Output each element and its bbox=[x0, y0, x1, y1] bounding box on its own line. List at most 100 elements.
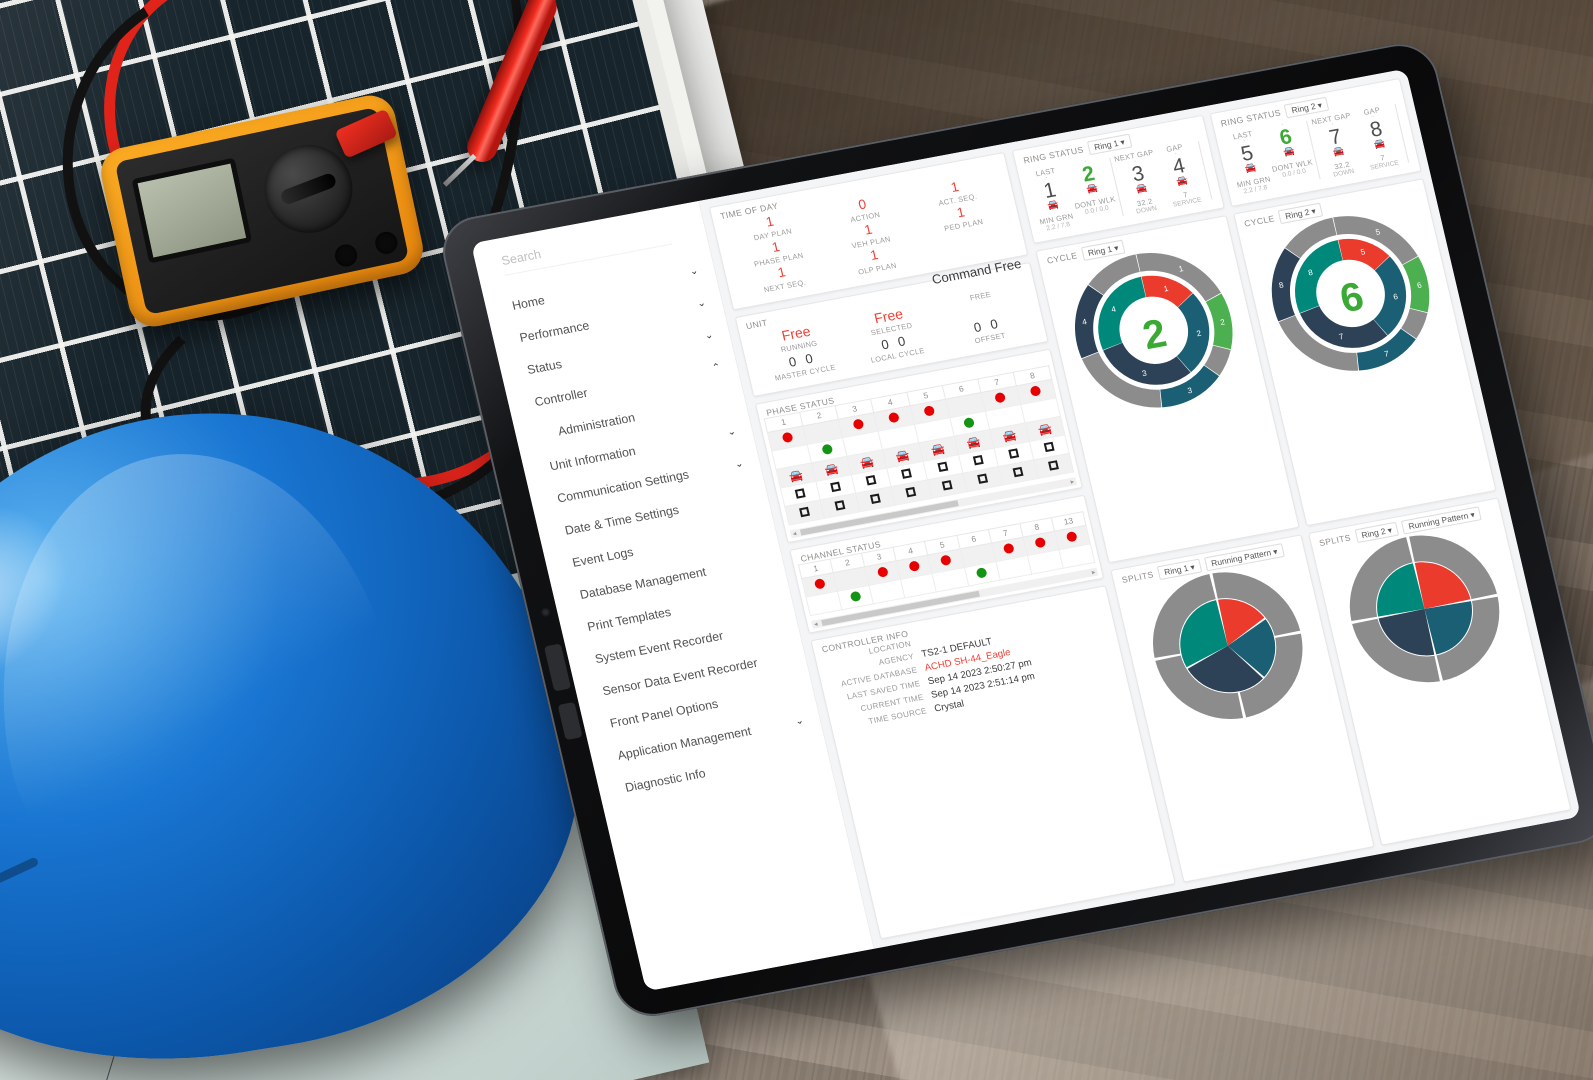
ring-segment-label: 7 bbox=[1338, 332, 1345, 342]
ring-segment bbox=[1285, 217, 1337, 259]
ring-segment bbox=[1415, 562, 1471, 609]
ring-segment-label: 1 bbox=[1178, 264, 1185, 274]
sidebar-item-label: Performance bbox=[518, 317, 591, 345]
sidebar-item-label: Administration bbox=[556, 409, 637, 438]
splits-card-2: SPLITS Ring 2 ▾ Running Pattern ▾ bbox=[1307, 497, 1572, 846]
splits-row: SPLITS Ring 1 ▾ Running Pattern ▾ SPLITS bbox=[1110, 497, 1572, 883]
unit-stat-value: FREE bbox=[968, 289, 992, 302]
ring-segment-label: 3 bbox=[1186, 386, 1193, 396]
ring-chart: 5 6 7 8 5 6 7 8 bbox=[1272, 216, 1430, 371]
scroll-left-icon[interactable]: ◂ bbox=[791, 529, 798, 538]
ring-segment bbox=[1160, 365, 1219, 408]
cycle-chart-2: 5 6 7 8 5 6 7 8 6 bbox=[1238, 197, 1465, 399]
splits-chart-2 bbox=[1313, 516, 1539, 710]
sidebar-item-label: Event Logs bbox=[570, 544, 635, 570]
splits-pie-2 bbox=[1334, 522, 1517, 701]
tablet-screen: Search Home ⌄ Performance ⌄ Status ⌄ Controlle… bbox=[470, 68, 1582, 992]
ring-segment bbox=[1338, 239, 1390, 271]
controller-info-card: CONTROLLER INFO LOCATION AGENCY TS2-1 DEFA… bbox=[810, 584, 1176, 940]
chevron-down-icon: ▾ bbox=[1119, 136, 1126, 148]
ring-segment-label: 8 bbox=[1278, 280, 1285, 290]
chevron-down-icon: ▾ bbox=[1113, 242, 1120, 254]
dashboard-content: TIME OF DAY 1 DAY PLAN 0 ACTION 1 ACT. SEQ. 1 P… bbox=[699, 68, 1582, 949]
scroll-left-icon[interactable]: ◂ bbox=[813, 620, 819, 628]
ring-segment bbox=[1098, 277, 1146, 351]
scroll-right-icon[interactable]: ▸ bbox=[1091, 568, 1097, 576]
ring-segment-label: 4 bbox=[1110, 305, 1117, 315]
ring-segment bbox=[1401, 308, 1428, 339]
ring-segment bbox=[1278, 315, 1359, 371]
ring-segment-label: 1 bbox=[1163, 284, 1170, 294]
multimeter-port-com bbox=[333, 242, 360, 269]
ring-chart bbox=[1350, 535, 1500, 683]
chevron-up-icon[interactable]: ⌃ bbox=[711, 361, 722, 374]
ring-segment bbox=[1436, 596, 1500, 681]
ring-segment-label: 7 bbox=[1384, 349, 1391, 359]
ring-segment bbox=[1378, 608, 1435, 656]
controller-info-value: Crystal bbox=[933, 697, 966, 715]
multimeter-lcd-display bbox=[131, 157, 253, 264]
ring-chart: 1 2 3 4 1 2 3 4 bbox=[1074, 253, 1233, 408]
front-camera-icon bbox=[540, 607, 552, 618]
ring-segment-label: 2 bbox=[1195, 329, 1202, 339]
ring-segment bbox=[1300, 306, 1388, 349]
sidebar-item-label: Diagnostic Info bbox=[623, 765, 707, 795]
chevron-down-icon[interactable]: ⌄ bbox=[696, 297, 707, 310]
ring-segment-label: 2 bbox=[1219, 318, 1226, 328]
sidebar-item-label: Home bbox=[510, 292, 547, 313]
ring-segment bbox=[1352, 618, 1441, 683]
hard-hat-vent bbox=[0, 856, 40, 890]
chevron-down-icon[interactable]: ⌄ bbox=[794, 715, 805, 728]
splits-pie-1 bbox=[1137, 559, 1320, 738]
ring-segment bbox=[1136, 253, 1221, 302]
chevron-down-icon: ▾ bbox=[1386, 524, 1394, 536]
ring-segment bbox=[1152, 574, 1216, 658]
ring-segment bbox=[1424, 601, 1473, 655]
ring-segment bbox=[1377, 563, 1425, 617]
ring-segment bbox=[1333, 216, 1419, 265]
scroll-right-icon[interactable]: ▸ bbox=[1069, 477, 1075, 486]
splits-chart-1 bbox=[1116, 553, 1342, 747]
ring-segment bbox=[1088, 254, 1140, 296]
ring-segment bbox=[1402, 256, 1430, 313]
right-column: RING STATUS Ring 1 ▾ LAST · 1 🚘 MIN GRN 2.2 /… bbox=[1011, 77, 1572, 883]
tablet-device: Search Home ⌄ Performance ⌄ Status ⌄ Controlle… bbox=[435, 37, 1593, 1046]
chevron-down-icon[interactable]: ⌄ bbox=[688, 265, 700, 278]
ring-segment bbox=[1409, 535, 1498, 600]
sidebar-item-label: Controller bbox=[533, 385, 589, 409]
multimeter-port-v bbox=[373, 229, 400, 256]
chevron-down-icon[interactable]: ⌄ bbox=[733, 458, 745, 471]
ring-segment bbox=[1227, 619, 1275, 678]
ring-segment bbox=[1074, 285, 1103, 359]
ring-segment-label: 5 bbox=[1360, 247, 1367, 257]
ring-segment bbox=[1350, 537, 1413, 622]
ring-segment bbox=[1180, 600, 1228, 668]
ring-segment-label: 3 bbox=[1141, 369, 1148, 379]
ring-segment bbox=[1373, 256, 1407, 336]
chevron-down-icon[interactable]: ⌄ bbox=[726, 425, 738, 439]
chevron-down-icon: ▾ bbox=[1310, 205, 1317, 217]
ring-segment bbox=[1212, 572, 1300, 637]
chevron-down-icon[interactable]: ⌄ bbox=[703, 329, 715, 342]
ring-segment bbox=[1295, 240, 1343, 314]
ring-segment bbox=[1081, 352, 1162, 408]
hard-hat-crest bbox=[0, 425, 424, 930]
ring-segment bbox=[1155, 655, 1243, 720]
ring-segment-label: 6 bbox=[1416, 281, 1423, 291]
ring-segment bbox=[1176, 293, 1210, 373]
ring-segment-label: 8 bbox=[1308, 268, 1315, 278]
tablet-bezel: Search Home ⌄ Performance ⌄ Status ⌄ Controlle… bbox=[435, 37, 1593, 1023]
ring-segment bbox=[1357, 328, 1417, 371]
ring-segment-label: 4 bbox=[1081, 317, 1088, 327]
chevron-down-icon: ▾ bbox=[1272, 546, 1279, 557]
splits-card-1: SPLITS Ring 1 ▾ Running Pattern ▾ bbox=[1110, 534, 1375, 883]
ring-chart bbox=[1152, 572, 1303, 720]
ring-segment bbox=[1204, 345, 1231, 376]
cycle-donut-2: 5 6 7 8 5 6 7 8 bbox=[1255, 202, 1448, 390]
ring-segment-label: 5 bbox=[1375, 227, 1382, 237]
sidebar-item-label: Status bbox=[525, 356, 564, 377]
ring-segment bbox=[1272, 248, 1301, 322]
